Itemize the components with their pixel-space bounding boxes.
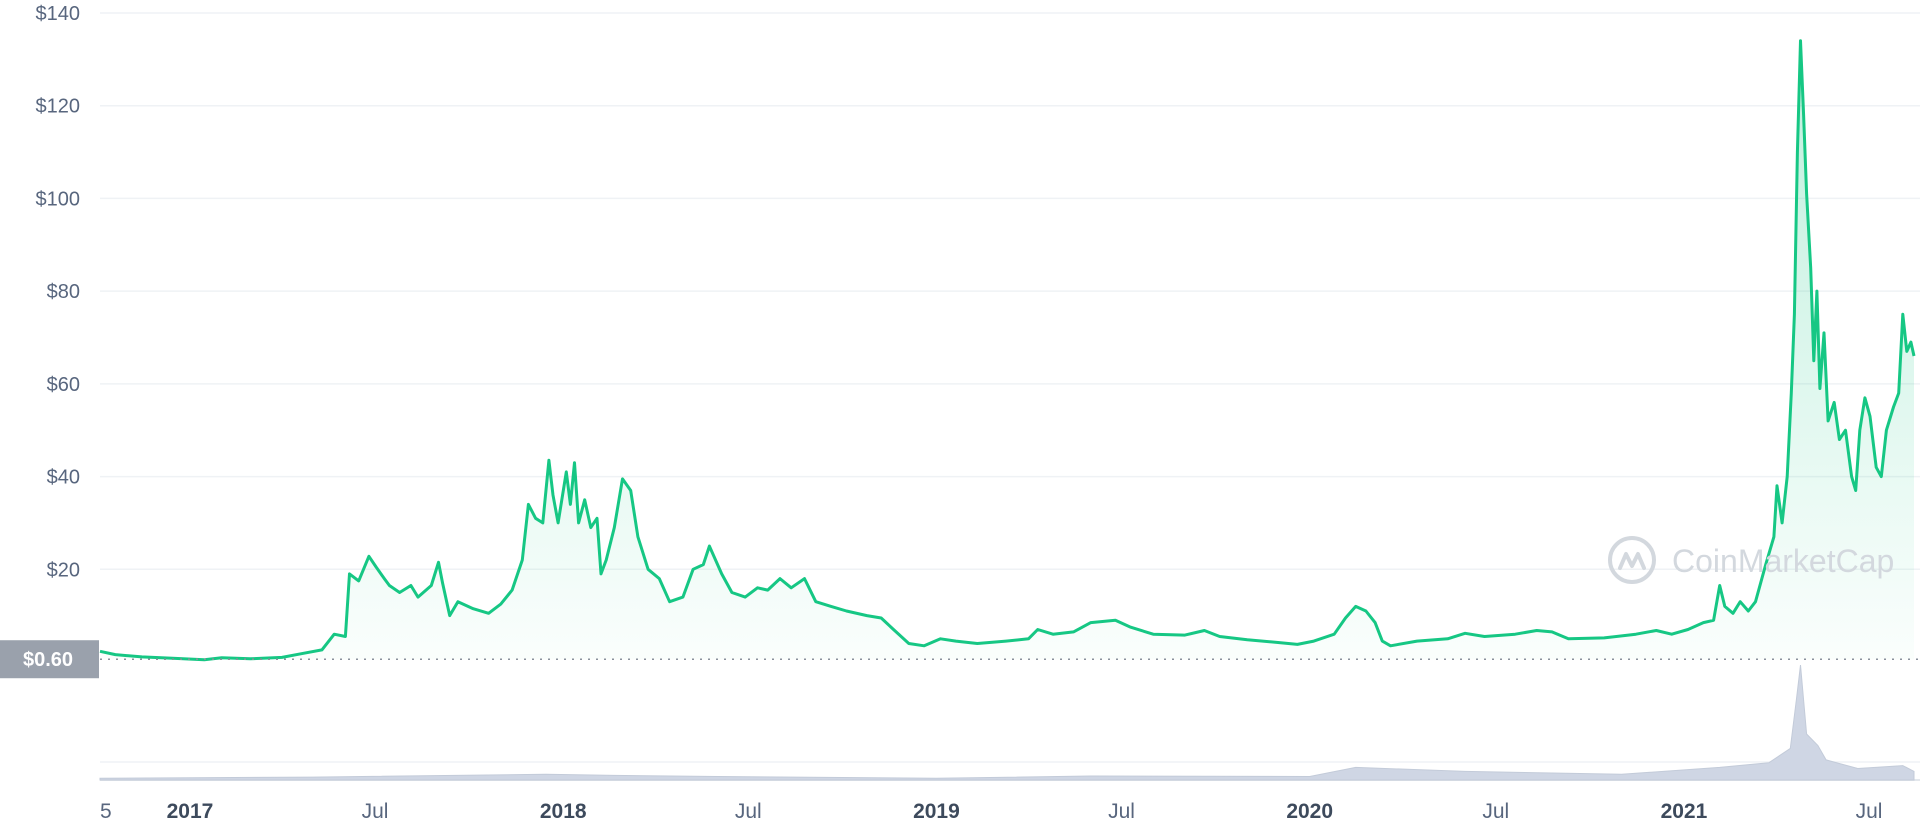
y-axis: $140 $120 $100 $80 $60 $40 $20 (36, 3, 81, 581)
price-line (99, 39, 1916, 662)
y-tick-label: $100 (36, 188, 81, 210)
y-tick-label: $80 (47, 281, 80, 303)
x-tick-label: 2020 (1286, 800, 1333, 823)
x-tick-label: Jul (735, 800, 762, 823)
volume-area (99, 664, 1915, 781)
x-axis: 5 2017 Jul 2018 Jul 2019 Jul 2020 Jul 2021 Jul (100, 800, 1882, 823)
x-tick-label: Jul (1856, 800, 1883, 823)
x-tick-label: Jul (362, 800, 389, 823)
current-price-label: $0.60 (23, 649, 73, 671)
y-tick-label: $140 (36, 3, 81, 25)
x-tick-label: 2018 (540, 800, 587, 823)
current-price-label-bg (0, 640, 99, 679)
y-tick-label: $40 (47, 467, 80, 489)
volume-bars (99, 664, 1915, 781)
y-tick-label: $60 (47, 374, 80, 396)
current-price-marker: $0.60 (0, 640, 1920, 679)
x-tick-label: 2017 (167, 800, 214, 823)
y-tick-label: $20 (47, 559, 80, 581)
y-tick-label: $120 (36, 96, 81, 118)
watermark: CoinMarketCap (1608, 536, 1894, 584)
x-tick-label: 2021 (1661, 800, 1708, 823)
gridlines (100, 12, 1920, 781)
price-series (99, 39, 1916, 662)
coinmarketcap-logo-icon (1608, 536, 1656, 584)
x-tick-label: Jul (1482, 800, 1509, 823)
watermark-text: CoinMarketCap (1672, 543, 1894, 579)
x-tick-label: 2019 (913, 800, 960, 823)
x-tick-label: 5 (100, 800, 112, 823)
x-tick-label: Jul (1108, 800, 1135, 823)
